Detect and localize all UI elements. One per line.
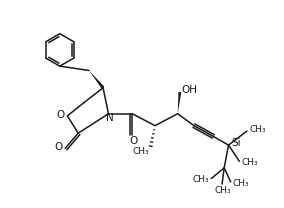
Text: CH₃: CH₃ xyxy=(249,125,266,134)
Text: N: N xyxy=(106,113,114,123)
Text: Si: Si xyxy=(231,137,241,147)
Text: CH₃: CH₃ xyxy=(192,175,209,184)
Text: CH₃: CH₃ xyxy=(133,147,149,156)
Text: OH: OH xyxy=(181,85,198,95)
Text: CH₃: CH₃ xyxy=(242,158,258,167)
Text: CH₃: CH₃ xyxy=(232,179,249,188)
Text: O: O xyxy=(129,136,137,146)
Polygon shape xyxy=(178,92,181,114)
Polygon shape xyxy=(89,71,104,89)
Text: CH₃: CH₃ xyxy=(215,186,231,195)
Text: O: O xyxy=(56,110,64,120)
Text: O: O xyxy=(54,142,62,152)
